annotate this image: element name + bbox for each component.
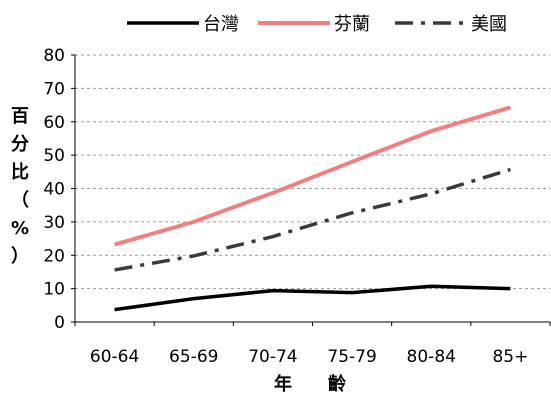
y-tick-label: 0 xyxy=(54,313,65,333)
series-lines xyxy=(114,105,511,312)
y-tick-label: 60 xyxy=(43,113,65,133)
gridlines xyxy=(75,54,550,290)
x-axis-title: 年 齡 xyxy=(274,373,346,395)
x-tick-label: 75-79 xyxy=(327,347,376,367)
legend-label: 台灣 xyxy=(203,14,239,35)
series-line xyxy=(114,167,511,272)
y-axis-title-char: 百 xyxy=(11,106,29,127)
y-tick-label: 30 xyxy=(43,213,65,233)
legend-label: 芬蘭 xyxy=(334,14,370,35)
y-axis-title: 百分比 （% ） xyxy=(11,106,29,267)
y-tick-label: 20 xyxy=(43,246,65,266)
y-axis-title-char: 分 xyxy=(11,134,29,155)
y-tick-label: 10 xyxy=(43,280,65,300)
y-axis-title-char: （ xyxy=(11,190,29,211)
x-axis-ticks: 60-64 65-69 70-74 75-79 80-84 85+ xyxy=(74,322,551,367)
y-axis-title-char: 比 xyxy=(11,162,29,183)
y-tick-label: 40 xyxy=(43,180,65,200)
x-tick-label: 65-69 xyxy=(169,347,218,367)
y-tick-label: 50 xyxy=(43,146,65,166)
y-axis-title-char: % xyxy=(11,218,29,239)
chart-legend: 台灣 芬蘭 美國 xyxy=(127,14,507,35)
x-tick-label: 70-74 xyxy=(248,347,297,367)
legend-label: 美國 xyxy=(471,14,507,35)
x-tick-label: 80-84 xyxy=(407,347,456,367)
series-line xyxy=(114,105,511,247)
x-tick-label: 85+ xyxy=(492,347,528,367)
y-tick-label: 80 xyxy=(43,46,65,66)
y-axis-ticks: 0 10 20 30 40 50 60 70 80 xyxy=(43,46,75,333)
x-tick-label: 60-64 xyxy=(90,347,139,367)
y-tick-label: 70 xyxy=(43,79,65,99)
series-line xyxy=(114,284,511,312)
y-axis-title-char: ） xyxy=(11,246,29,267)
